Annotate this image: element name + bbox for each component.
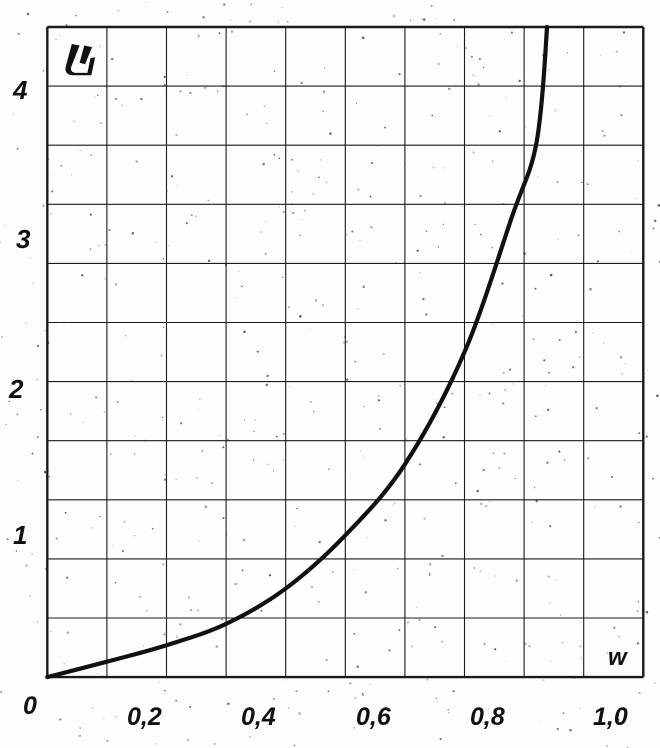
svg-text:0,8: 0,8: [470, 703, 505, 731]
svg-text:0: 0: [23, 692, 37, 720]
svg-text:2: 2: [8, 374, 24, 404]
svg-text:3: 3: [16, 224, 31, 254]
svg-text:w: w: [608, 644, 628, 671]
svg-text:0,6: 0,6: [356, 703, 392, 731]
svg-text:1,0: 1,0: [593, 703, 628, 731]
svg-text:0,4: 0,4: [241, 703, 276, 731]
svg-text:0,2: 0,2: [127, 703, 162, 731]
svg-text:4: 4: [12, 75, 28, 105]
svg-text:1: 1: [13, 520, 27, 550]
